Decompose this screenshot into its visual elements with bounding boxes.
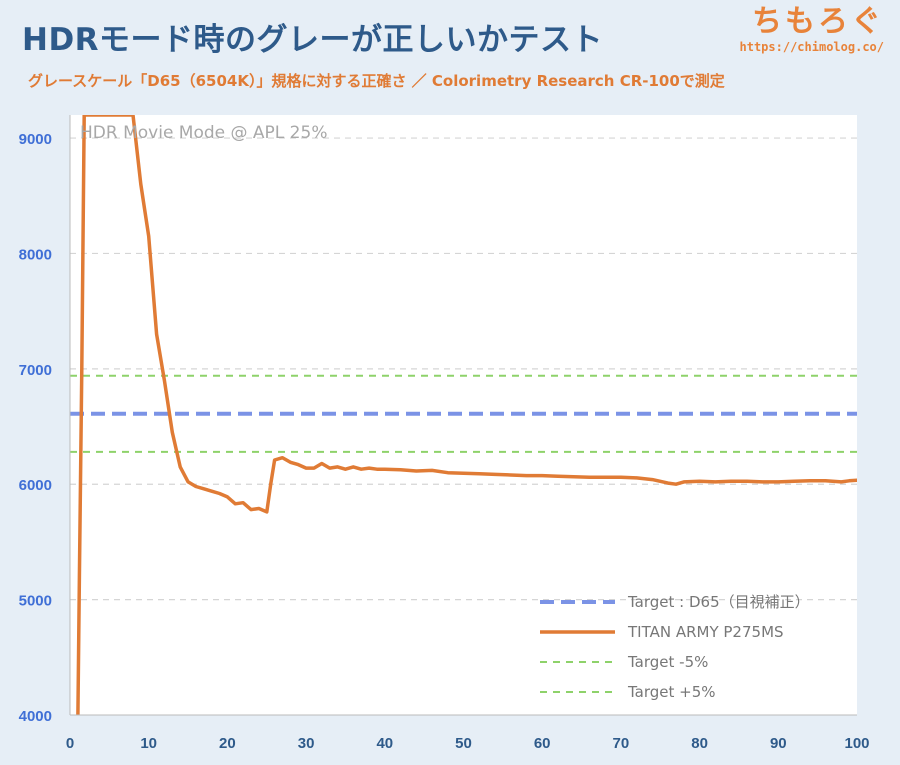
y-tick-label: 9000 <box>19 131 52 148</box>
y-tick-label: 4000 <box>19 708 52 725</box>
series-layer <box>70 115 857 715</box>
x-tick-label: 60 <box>534 735 551 752</box>
y-tick-label: 5000 <box>19 593 52 610</box>
legend-label-3: Target +5% <box>627 683 716 701</box>
axes: 4000 5000 6000 7000 8000 9000 0 10 20 30 40 50 60 70 8… <box>19 115 870 752</box>
page-subtitle: グレースケール「D65（6504K）」規格に対する正確さ ／ Colorimet… <box>28 72 725 90</box>
x-tick-label: 50 <box>455 735 472 752</box>
legend-label-1: TITAN ARMY P275MS <box>627 623 784 641</box>
brand-url: https://chimolog.co/ <box>739 40 885 54</box>
x-tick-label: 70 <box>613 735 630 752</box>
x-tick-label: 30 <box>298 735 315 752</box>
x-tick-label: 90 <box>770 735 787 752</box>
series-line-1 <box>76 115 857 715</box>
x-tick-label: 10 <box>140 735 157 752</box>
x-tick-label: 40 <box>376 735 393 752</box>
legend: Target : D65（目視補正） TITAN ARMY P275MS Targe… <box>540 593 810 701</box>
plot-annotation: HDR Movie Mode @ APL 25% <box>80 123 327 143</box>
y-tick-label: 7000 <box>19 362 52 379</box>
x-tick-label: 100 <box>844 735 869 752</box>
x-tick-label: 80 <box>691 735 708 752</box>
x-tick-label: 20 <box>219 735 236 752</box>
legend-label-0: Target : D65（目視補正） <box>627 593 810 611</box>
brand: ちもろぐ https://chimolog.co/ <box>740 4 885 54</box>
brand-logo: ちもろぐ <box>752 4 884 39</box>
y-tick-label: 8000 <box>19 246 52 263</box>
x-tick-label: 0 <box>66 735 74 752</box>
page-title: HDRモード時のグレーが正しいかテスト <box>22 22 604 58</box>
legend-label-2: Target -5% <box>627 653 708 671</box>
y-tick-label: 6000 <box>19 477 52 494</box>
